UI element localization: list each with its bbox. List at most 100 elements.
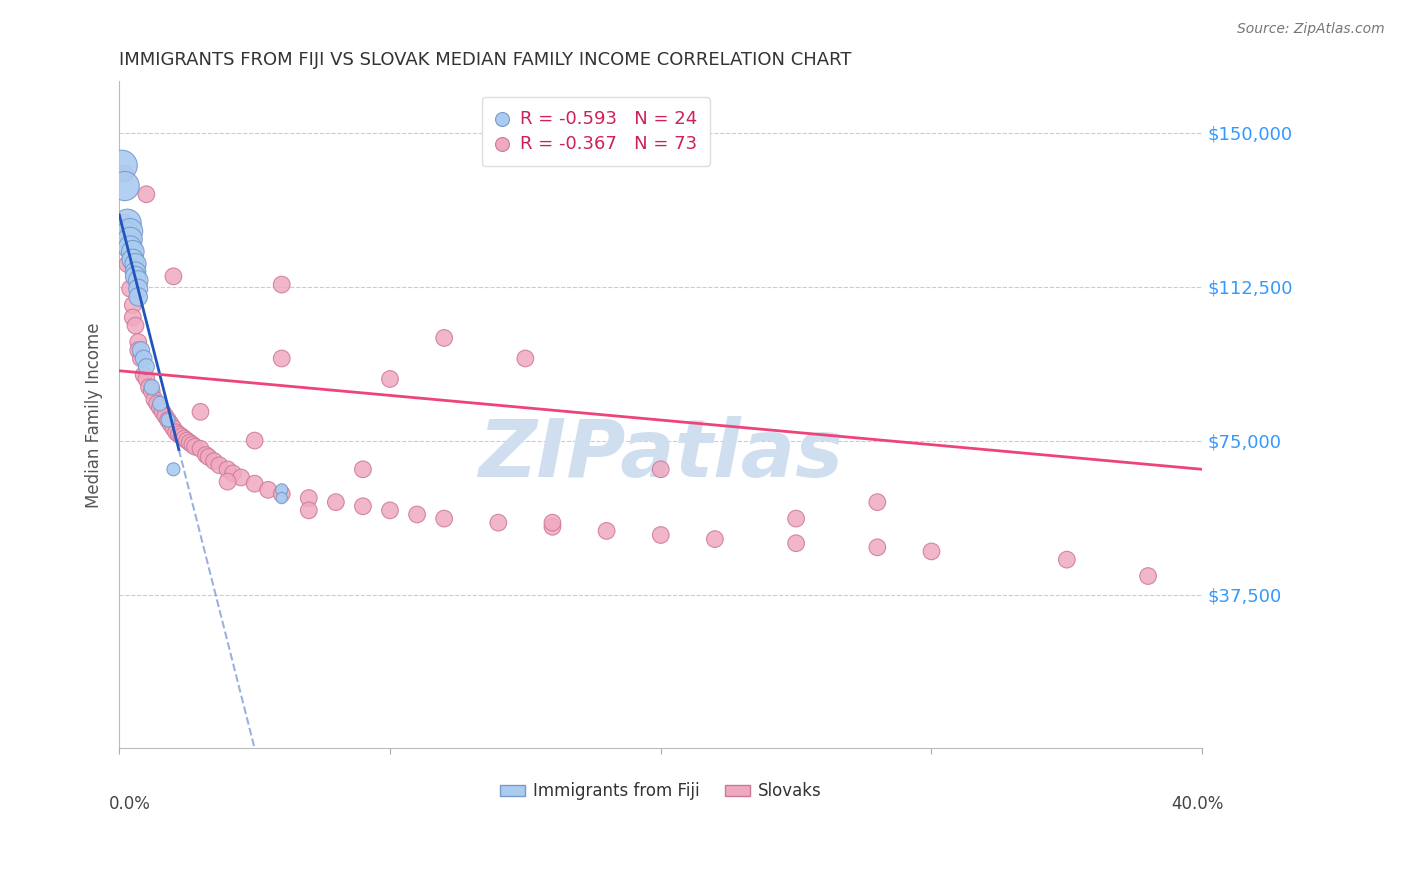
Point [111,159,134,173]
Point [1137,569,1160,583]
Text: 40.0%: 40.0% [1171,795,1223,814]
Point [146,396,169,410]
Point [155,409,177,423]
Point [124,265,146,279]
Text: ZIPatlas: ZIPatlas [478,416,844,494]
Point [217,462,239,476]
Point [124,269,146,284]
Point [162,462,184,476]
Point [135,187,157,202]
Point [406,508,429,522]
Point [190,405,212,419]
Point [127,273,149,287]
Point [541,520,564,534]
Point [179,435,201,450]
Point [117,228,139,243]
Point [135,372,157,386]
Point [132,368,155,382]
Point [352,500,374,514]
Point [120,232,142,246]
Point [921,544,943,558]
Point [127,343,149,358]
Point [190,442,212,456]
Point [486,516,509,530]
Point [143,392,166,407]
Point [270,483,292,497]
Point [1056,552,1078,566]
Point [229,470,252,484]
Text: IMMIGRANTS FROM FIJI VS SLOVAK MEDIAN FAMILY INCOME CORRELATION CHART: IMMIGRANTS FROM FIJI VS SLOVAK MEDIAN FA… [120,51,852,69]
Point [257,483,280,497]
Point [149,396,172,410]
Legend: Immigrants from Fiji, Slovaks: Immigrants from Fiji, Slovaks [494,775,828,807]
Point [121,298,143,312]
Point [149,401,172,415]
Point [197,450,219,464]
Point [222,467,245,481]
Point [176,434,198,448]
Point [141,380,163,394]
Point [138,380,160,394]
Point [127,282,149,296]
Point [162,269,184,284]
Point [515,351,537,366]
Point [173,432,195,446]
Point [162,421,184,435]
Point [129,351,152,366]
Point [120,224,142,238]
Point [541,516,564,530]
Point [117,216,139,230]
Point [127,290,149,304]
Text: 0.0%: 0.0% [108,795,150,814]
Point [165,425,187,440]
Point [217,475,239,489]
Point [243,476,266,491]
Point [866,541,889,555]
Point [181,438,204,452]
Point [121,310,143,325]
Point [121,244,143,259]
Point [703,532,725,546]
Point [785,511,807,525]
Point [135,359,157,374]
Point [170,429,193,443]
Point [121,252,143,267]
Point [433,331,456,345]
Point [184,440,207,454]
Point [378,372,401,386]
Point [866,495,889,509]
Point [352,462,374,476]
Point [152,405,174,419]
Point [159,417,181,432]
Point [785,536,807,550]
Y-axis label: Median Family Income: Median Family Income [86,322,103,508]
Point [378,503,401,517]
Point [156,413,179,427]
Point [117,257,139,271]
Text: Source: ZipAtlas.com: Source: ZipAtlas.com [1237,22,1385,37]
Point [202,454,225,468]
Point [650,528,672,542]
Point [650,462,672,476]
Point [194,448,217,462]
Point [124,257,146,271]
Point [270,491,292,505]
Point [129,343,152,358]
Point [298,491,321,505]
Point [270,487,292,501]
Point [114,179,136,194]
Point [298,503,321,517]
Point [433,511,456,525]
Point [124,318,146,333]
Point [243,434,266,448]
Point [325,495,347,509]
Point [167,427,190,442]
Point [141,384,163,399]
Point [270,277,292,292]
Point [120,282,142,296]
Point [114,216,136,230]
Point [270,351,292,366]
Point [595,524,617,538]
Point [156,413,179,427]
Point [132,351,155,366]
